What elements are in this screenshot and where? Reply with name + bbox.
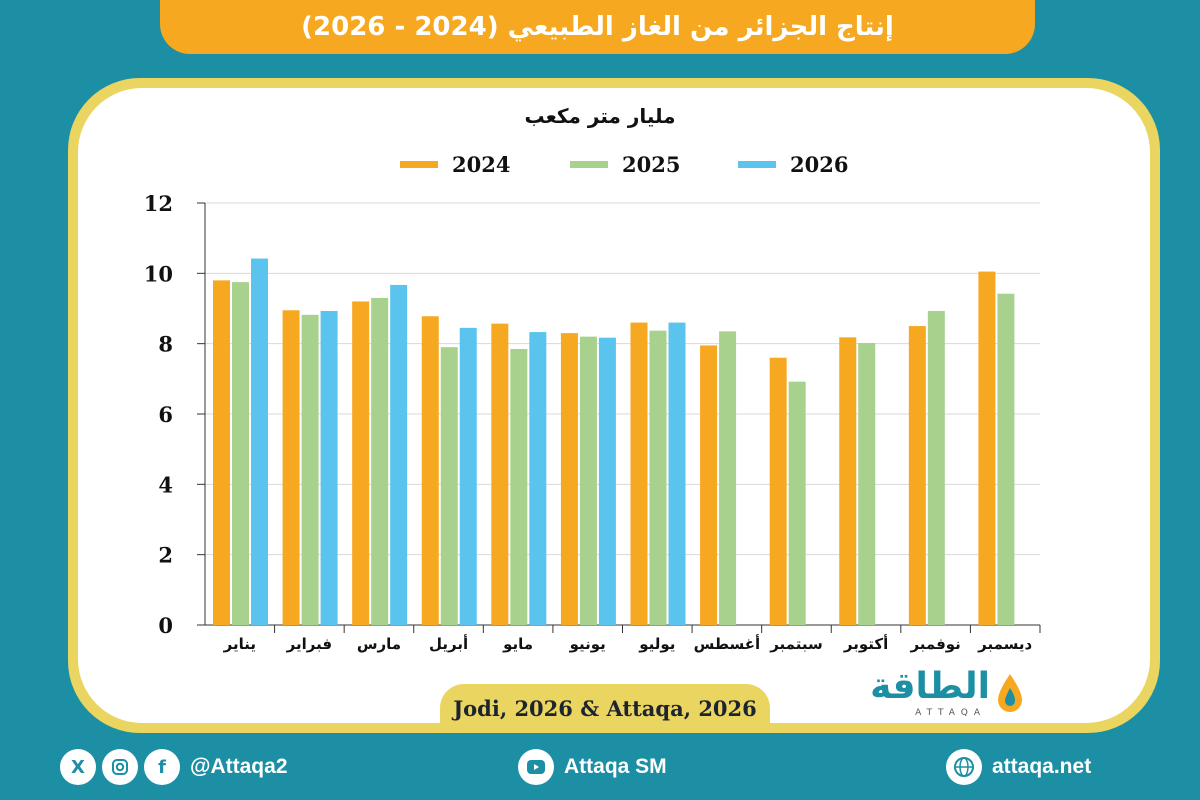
bar-2025 (858, 342, 876, 625)
bar-2025 (371, 297, 389, 625)
y-tick-label: 8 (158, 332, 173, 357)
x-tick-label: مارس (357, 635, 401, 653)
legend-item-2025: 2025 (570, 152, 680, 177)
bar-2026 (390, 284, 408, 625)
footer: X f @Attaqa2 Attaqa SM attaqa.net (0, 736, 1200, 800)
bar-2026 (529, 332, 547, 625)
bar-2024 (213, 280, 230, 625)
youtube-channel[interactable]: Attaqa SM (564, 755, 667, 778)
bar-2026 (459, 327, 477, 625)
bar-2024 (491, 323, 509, 625)
x-tick-label: نوفمبر (909, 635, 960, 653)
y-tick-label: 2 (158, 543, 173, 568)
y-axis-unit-label: مليار متر مكعب (524, 104, 676, 128)
logo-drop-icon (998, 674, 1022, 712)
x-tick-label: أبريل (429, 634, 468, 653)
x-tick-label: فبراير (286, 635, 332, 653)
instagram-icon[interactable] (102, 749, 138, 785)
social-handle[interactable]: @Attaqa2 (190, 755, 288, 778)
bar-2025 (997, 293, 1015, 625)
bar-2025 (788, 381, 806, 625)
bar-2025 (510, 348, 528, 625)
bar-2024 (769, 357, 787, 625)
bar-2025 (301, 314, 319, 625)
x-tick-label: سبتمبر (769, 635, 823, 653)
source-text: Jodi, 2026 & Attaqa, 2026 (453, 695, 757, 721)
legend-label-2025: 2025 (622, 152, 681, 177)
attaqa-logo: الطاقة ATTAQA (838, 666, 1028, 720)
y-tick-label: 6 (158, 402, 173, 427)
globe-icon[interactable] (946, 749, 982, 785)
bar-2024 (352, 301, 370, 625)
bar-2026 (598, 337, 616, 625)
title-banner: إنتاج الجزائر من الغاز الطبيعي (2024 - 2… (160, 0, 1035, 54)
legend-label-2026: 2026 (790, 152, 849, 177)
social-links: X f @Attaqa2 (60, 749, 288, 785)
facebook-icon[interactable]: f (144, 749, 180, 785)
page-title: إنتاج الجزائر من الغاز الطبيعي (2024 - 2… (301, 12, 894, 42)
bar-2025 (579, 336, 597, 625)
legend-swatch-2026 (738, 161, 776, 168)
legend-item-2026: 2026 (738, 152, 848, 177)
bar-2025 (440, 347, 458, 625)
bar-2025 (649, 330, 667, 625)
y-tick-label: 10 (144, 261, 173, 286)
x-tick-label: ديسمبر (977, 635, 1032, 653)
bar-2025 (719, 331, 737, 625)
x-tick-label: مايو (502, 635, 533, 653)
bar-2025 (927, 310, 945, 625)
bar-2026 (320, 310, 338, 625)
legend-swatch-2024 (400, 161, 438, 168)
logo-latin-text: ATTAQA (915, 708, 986, 718)
bar-2024 (560, 333, 578, 625)
website-url[interactable]: attaqa.net (992, 755, 1092, 778)
logo-arabic-text: الطاقة (870, 666, 990, 707)
x-tick-label: أغسطس (694, 634, 760, 653)
bar-2024 (978, 271, 996, 625)
bar-2026 (668, 322, 686, 625)
bar-2026 (251, 258, 268, 625)
website-link[interactable]: attaqa.net (946, 749, 1091, 785)
x-tick-label: يناير (223, 635, 256, 653)
source-box: Jodi, 2026 & Attaqa, 2026 (440, 684, 770, 732)
legend-item-2024: 2024 (400, 152, 510, 177)
x-tick-label: يونيو (569, 635, 606, 653)
bar-2024 (839, 337, 857, 625)
bar-2024 (700, 345, 718, 625)
legend-swatch-2025 (570, 161, 608, 168)
x-icon[interactable]: X (60, 749, 96, 785)
chart-legend: 2024 2025 2026 (0, 152, 1200, 182)
bar-2024 (908, 326, 926, 625)
youtube-link[interactable]: Attaqa SM (518, 749, 667, 785)
y-tick-label: 12 (144, 191, 173, 216)
legend-label-2024: 2024 (452, 152, 511, 177)
x-tick-label: يوليو (638, 635, 675, 653)
bar-2024 (421, 316, 439, 625)
bar-2024 (630, 322, 648, 625)
x-tick-label: أكتوبر (843, 634, 888, 653)
y-tick-label: 0 (158, 613, 173, 638)
bar-2025 (232, 282, 249, 625)
y-tick-label: 4 (158, 472, 173, 497)
youtube-icon[interactable] (518, 749, 554, 785)
bar-2024 (282, 310, 300, 625)
